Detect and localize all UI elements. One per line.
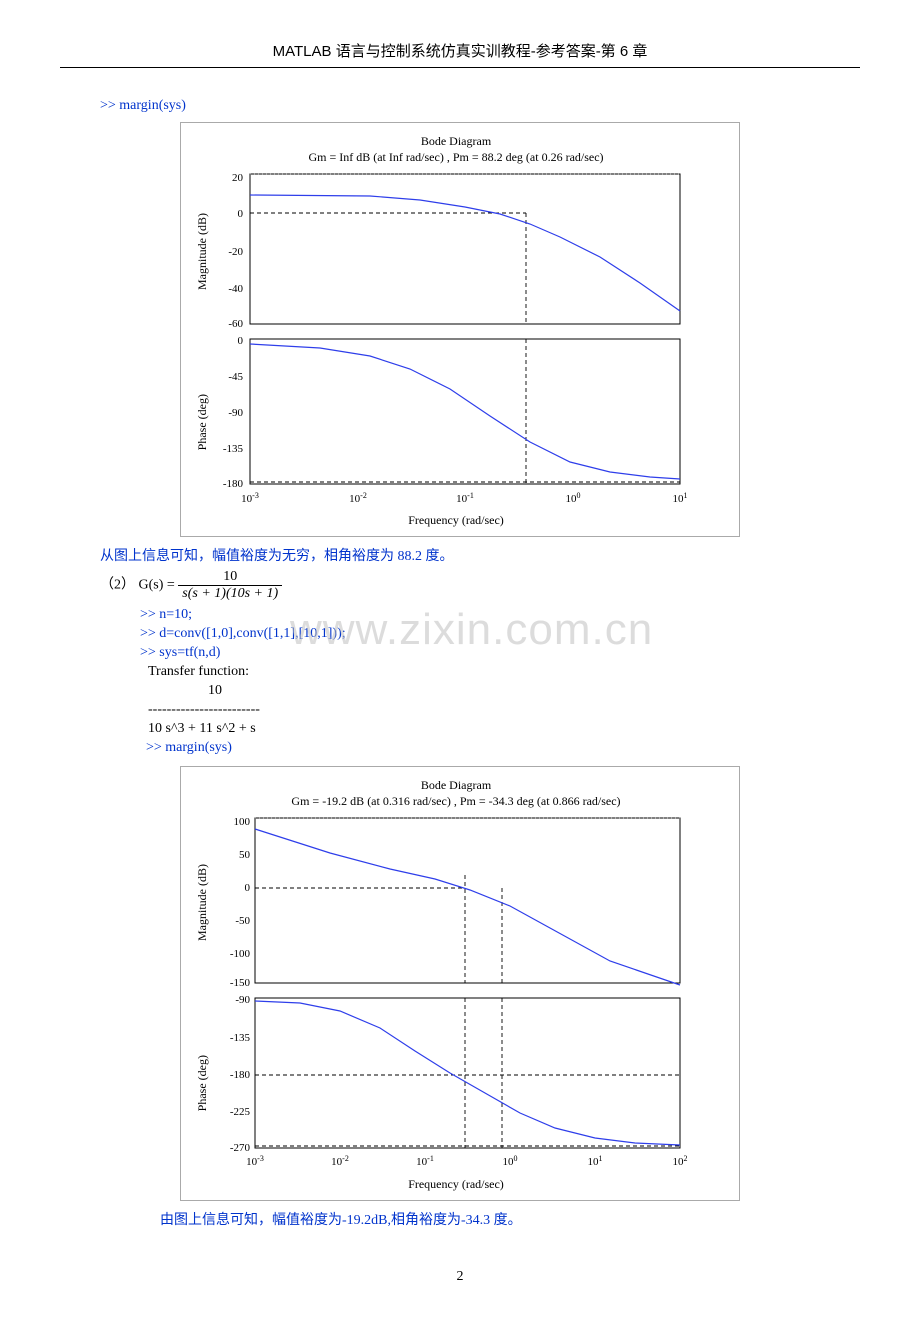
code2-line3: >> sys=tf(n,d) bbox=[140, 644, 860, 663]
svg-text:102: 102 bbox=[673, 1153, 688, 1168]
svg-text:-90: -90 bbox=[228, 407, 243, 419]
code2-line1: >> n=10; bbox=[140, 606, 860, 625]
formula-num: 10 bbox=[178, 569, 282, 586]
svg-text:-180: -180 bbox=[230, 1069, 251, 1081]
tf-den: 10 s^3 + 11 s^2 + s bbox=[148, 720, 860, 739]
tf-label: Transfer function: bbox=[148, 663, 860, 682]
svg-text:101: 101 bbox=[673, 491, 688, 506]
chart1-ylabel-phase: Phase (deg) bbox=[191, 394, 210, 450]
svg-text:10-3: 10-3 bbox=[246, 1153, 264, 1168]
svg-text:0: 0 bbox=[238, 335, 244, 347]
code2-line2: >> d=conv([1,0],conv([1,1],[10,1])); bbox=[140, 625, 860, 644]
formula-label: （2） bbox=[100, 578, 135, 593]
chart2-subtitle: Gm = -19.2 dB (at 0.316 rad/sec) , Pm = … bbox=[191, 793, 721, 809]
svg-text:-225: -225 bbox=[230, 1106, 251, 1118]
page-number: 2 bbox=[60, 1269, 860, 1285]
svg-text:-40: -40 bbox=[228, 283, 243, 295]
svg-text:10-2: 10-2 bbox=[331, 1153, 349, 1168]
svg-text:-60: -60 bbox=[228, 318, 243, 330]
chart2-phase-plot: -90 -135 -180 -225 -270 10-3 10-2 10-1 1… bbox=[210, 993, 690, 1173]
chart1-ylabel-mag: Magnitude (dB) bbox=[191, 213, 210, 290]
svg-text:50: 50 bbox=[239, 849, 251, 861]
svg-text:0: 0 bbox=[245, 882, 251, 894]
svg-text:10-1: 10-1 bbox=[456, 491, 474, 506]
chart2-title: Bode Diagram bbox=[191, 777, 721, 793]
bode-chart-1: Bode Diagram Gm = Inf dB (at Inf rad/sec… bbox=[60, 122, 860, 537]
analysis-text-2: 由图上信息可知，幅值裕度为-19.2dB,相角裕度为-34.3 度。 bbox=[160, 1209, 820, 1229]
svg-text:100: 100 bbox=[234, 816, 251, 828]
svg-text:10-2: 10-2 bbox=[349, 491, 367, 506]
formula-gs: G(s) = bbox=[139, 578, 179, 593]
svg-text:-180: -180 bbox=[223, 478, 244, 490]
svg-text:20: 20 bbox=[232, 172, 244, 184]
svg-text:-45: -45 bbox=[228, 371, 243, 383]
svg-text:-135: -135 bbox=[230, 1032, 251, 1044]
svg-text:-100: -100 bbox=[230, 948, 251, 960]
chart2-ylabel-phase: Phase (deg) bbox=[191, 1055, 210, 1111]
formula-den: s(s + 1)(10s + 1) bbox=[178, 586, 282, 602]
chart2-mag-plot: 100 50 0 -50 -100 -150 bbox=[210, 813, 690, 993]
svg-text:-270: -270 bbox=[230, 1142, 251, 1154]
chart1-subtitle: Gm = Inf dB (at Inf rad/sec) , Pm = 88.2… bbox=[191, 149, 721, 165]
svg-text:100: 100 bbox=[503, 1153, 518, 1168]
svg-text:100: 100 bbox=[566, 491, 581, 506]
chart1-title: Bode Diagram bbox=[191, 133, 721, 149]
svg-text:0: 0 bbox=[238, 208, 244, 220]
bode-chart-2: Bode Diagram Gm = -19.2 dB (at 0.316 rad… bbox=[60, 766, 860, 1201]
svg-text:-90: -90 bbox=[235, 994, 250, 1006]
svg-text:-150: -150 bbox=[230, 977, 251, 989]
svg-text:-20: -20 bbox=[228, 246, 243, 258]
tf-num: 10 bbox=[208, 682, 860, 701]
svg-text:101: 101 bbox=[588, 1153, 603, 1168]
tf-dash: ------------------------ bbox=[148, 701, 860, 720]
chart2-xlabel: Frequency (rad/sec) bbox=[191, 1177, 721, 1192]
formula-2: （2） G(s) = 10 s(s + 1)(10s + 1) bbox=[100, 569, 820, 602]
svg-text:10-3: 10-3 bbox=[241, 491, 259, 506]
svg-text:-135: -135 bbox=[223, 443, 244, 455]
chart1-xlabel: Frequency (rad/sec) bbox=[191, 513, 721, 528]
chart1-mag-plot: 20 0 -20 -40 -60 bbox=[210, 169, 690, 334]
svg-text:10-1: 10-1 bbox=[416, 1153, 434, 1168]
page-header: MATLAB 语言与控制系统仿真实训教程-参考答案-第 6 章 bbox=[60, 40, 860, 68]
chart1-phase-plot: 0 -45 -90 -135 -180 10-3 10-2 10-1 100 1… bbox=[210, 334, 690, 509]
analysis-text-1: 从图上信息可知，幅值裕度为无穷，相角裕度为 88.2 度。 bbox=[100, 545, 820, 565]
chart2-ylabel-mag: Magnitude (dB) bbox=[191, 864, 210, 941]
code2-line4: >> margin(sys) bbox=[146, 739, 860, 758]
command-margin-1: >> margin(sys) bbox=[100, 98, 860, 114]
svg-text:-50: -50 bbox=[235, 915, 250, 927]
